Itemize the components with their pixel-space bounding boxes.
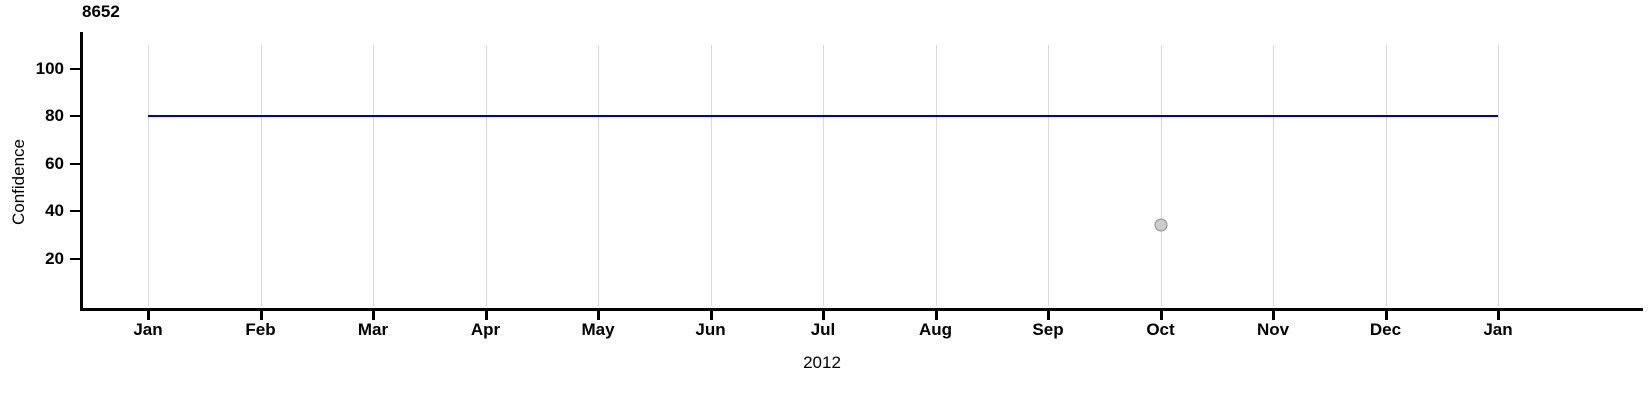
x-tick-mark-nov-10 [1272, 311, 1275, 320]
x-axis-line [80, 308, 1643, 311]
y-tick-label-40: 40 [45, 201, 64, 221]
x-tick-mark-oct-9 [1159, 311, 1163, 320]
x-tick-mark-jul-6 [822, 311, 825, 320]
x-tick-label-dec-11: Dec [1369, 320, 1402, 339]
x-tick-mark-mar-2 [372, 311, 375, 320]
y-axis-title: Confidence [9, 138, 29, 226]
x-tick-label-jun-5: Jun [695, 320, 726, 339]
x-tick-label-jan-12: Jan [1483, 320, 1513, 339]
x-tick-mark-aug-7 [934, 311, 938, 320]
gridline-oct-9 [1160, 45, 1162, 306]
gridline-aug-7 [935, 45, 937, 306]
gridline-nov-10 [1273, 45, 1274, 306]
data-point[interactable] [1154, 218, 1167, 232]
x-tick-label-mar-2: Mar [357, 320, 389, 339]
y-tick-label-80: 80 [45, 106, 64, 126]
gridline-mar-2 [373, 45, 374, 306]
x-tick-label-sep-8: Sep [1032, 320, 1064, 339]
y-tick-mark-60 [70, 162, 80, 165]
x-tick-mark-jun-5 [709, 311, 713, 320]
chart-title: 8652 [82, 2, 120, 21]
x-tick-label-may-4: May [581, 320, 615, 339]
x-tick-mark-sep-8 [1047, 311, 1050, 320]
y-tick-mark-100 [70, 67, 80, 70]
x-tick-label-nov-10: Nov [1256, 320, 1290, 339]
x-tick-label-aug-7: Aug [918, 320, 953, 339]
x-tick-label-jan-0: Jan [133, 320, 163, 339]
y-tick-mark-40 [70, 210, 80, 213]
gridline-jan-0 [148, 45, 149, 306]
x-tick-label-feb-1: Feb [245, 320, 276, 339]
gridline-sep-8 [1048, 45, 1049, 306]
x-tick-mark-feb-1 [259, 311, 263, 320]
x-tick-label-jul-6: Jul [810, 320, 836, 339]
x-tick-mark-jan-0 [147, 311, 150, 320]
y-tick-label-100: 100 [35, 58, 64, 78]
threshold-line [148, 115, 1498, 118]
gridline-dec-11 [1385, 45, 1387, 306]
y-tick-mark-20 [70, 257, 80, 260]
y-tick-label-20: 20 [45, 248, 64, 268]
y-tick-label-60: 60 [45, 153, 64, 173]
y-axis-line [80, 32, 83, 311]
x-tick-mark-dec-11 [1384, 311, 1388, 320]
x-tick-mark-may-4 [597, 311, 600, 320]
x-tick-label-apr-3: Apr [470, 320, 501, 339]
gridline-jul-6 [823, 45, 824, 306]
x-tick-mark-jan-12 [1497, 311, 1500, 320]
y-tick-mark-80 [70, 115, 80, 118]
gridline-may-4 [598, 45, 599, 306]
x-axis-title: 2012 [803, 353, 841, 372]
gridline-apr-3 [485, 45, 487, 306]
gridline-feb-1 [260, 45, 262, 306]
gridline-jun-5 [710, 45, 712, 306]
x-tick-mark-apr-3 [484, 311, 488, 320]
x-tick-label-oct-9: Oct [1146, 320, 1175, 339]
gridline-jan-12 [1498, 45, 1499, 306]
